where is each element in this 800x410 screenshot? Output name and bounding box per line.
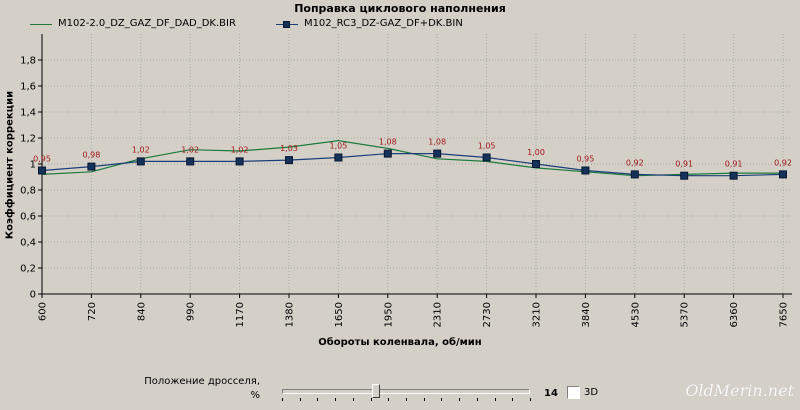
data-point-marker [680, 171, 689, 180]
y-tick-label: 0 [30, 290, 36, 301]
data-label: 1,02 [181, 145, 199, 154]
data-label: 0,91 [675, 160, 693, 169]
legend-swatch-series-1 [30, 20, 52, 28]
data-point-marker [235, 157, 244, 166]
y-tick-label: 0,4 [20, 238, 36, 249]
data-point-marker [433, 149, 442, 158]
throttle-slider-track[interactable] [282, 389, 530, 394]
data-label: 0,95 [576, 155, 594, 164]
slider-tick-mark [512, 398, 514, 401]
y-tick-label: 1 [30, 160, 36, 171]
data-label: 1,03 [280, 144, 298, 153]
slider-tick-mark [476, 398, 478, 401]
x-tick-label: 1650 [334, 302, 345, 327]
slider-tick-mark [317, 398, 319, 401]
data-label: 0,92 [626, 158, 644, 167]
slider-tick-mark [406, 398, 407, 401]
slider-tick-mark [335, 398, 337, 401]
data-label: 1,02 [132, 145, 150, 154]
data-label: 1,02 [231, 145, 249, 154]
data-point-marker [581, 166, 590, 175]
x-tick-label: 4530 [630, 302, 641, 327]
slider-tick-mark [441, 398, 443, 401]
x-tick-label: 840 [136, 302, 147, 321]
legend-label-series-2: M102_RC3_DZ-GAZ_DF+DK.BIN [303, 18, 463, 29]
throttle-label-unit: % [250, 390, 260, 401]
slider-tick-mark [530, 398, 531, 401]
x-tick-label: 720 [87, 302, 98, 321]
data-label: 1,08 [428, 138, 446, 147]
series-line-2 [41, 153, 784, 177]
slider-tick-mark [299, 398, 301, 401]
y-tick-label: 1,6 [20, 82, 36, 93]
slider-tick-mark [459, 398, 461, 401]
x-tick-label: 3210 [532, 302, 543, 327]
x-tick-label: 6360 [729, 302, 740, 327]
legend-swatch-series-2 [275, 20, 298, 28]
data-point-marker [630, 170, 639, 179]
x-axis-label: Обороты коленвала, об/мин [318, 337, 482, 348]
checkbox-3d-group[interactable]: 3D [567, 386, 598, 399]
data-label: 0,92 [774, 158, 792, 167]
x-tick-label: 3840 [581, 302, 592, 327]
data-point-marker [383, 149, 392, 158]
watermark-logo: OldMerin.net [685, 381, 794, 400]
x-tick-label: 1380 [285, 302, 296, 327]
x-tick-label: 2730 [482, 302, 493, 327]
data-point-marker [334, 153, 343, 162]
checkbox-3d-label[interactable]: 3D [584, 387, 599, 398]
legend-item-series-1: M102-2.0_DZ_GAZ_DF_DAD_DK.BIR [30, 18, 236, 29]
throttle-label-text: Положение дросселя, [144, 376, 260, 387]
data-point-marker [532, 160, 540, 168]
y-tick-label: 1,8 [20, 56, 36, 67]
data-point-marker [285, 156, 293, 165]
chart-legend: M102-2.0_DZ_GAZ_DF_DAD_DK.BIR M102_RC3_D… [30, 18, 503, 29]
y-axis-label: Коэффициент коррекции [4, 90, 16, 240]
slider-tick-mark [388, 398, 390, 401]
data-label: 1,05 [329, 142, 347, 151]
y-tick-label: 0,2 [20, 264, 36, 275]
data-label: 1,08 [379, 138, 397, 147]
data-label: 1,00 [527, 148, 545, 157]
data-point-marker [87, 162, 96, 171]
slider-tick-mark [282, 398, 283, 401]
data-point-marker [482, 153, 491, 162]
throttle-value: 14 [544, 388, 558, 399]
x-tick-label: 990 [186, 302, 197, 321]
data-label: 1,05 [478, 142, 496, 151]
y-tick-label: 0,8 [20, 186, 36, 197]
y-tick-label: 0,6 [20, 212, 36, 223]
data-point-marker [136, 157, 145, 166]
data-point-marker [38, 166, 46, 175]
chart-title: Поправка циклового наполнения [294, 2, 506, 15]
x-tick-label: 2310 [433, 302, 444, 327]
x-tick-label: 600 [38, 302, 49, 321]
slider-tick-mark [370, 398, 372, 401]
slider-tick-mark [423, 398, 425, 401]
legend-label-series-1: M102-2.0_DZ_GAZ_DF_DAD_DK.BIR [58, 18, 236, 29]
data-point-marker [186, 157, 195, 166]
data-label: 0,95 [33, 155, 51, 164]
slider-tick-mark [352, 398, 354, 401]
x-tick-label: 1170 [235, 302, 246, 327]
checkbox-3d[interactable] [567, 386, 580, 399]
throttle-slider-thumb[interactable] [371, 384, 380, 398]
y-tick-label: 1,4 [20, 108, 36, 119]
throttle-slider-ticks [282, 398, 531, 402]
x-tick-label: 5370 [680, 302, 691, 327]
legend-item-series-2: M102_RC3_DZ-GAZ_DF+DK.BIN [275, 18, 463, 29]
y-tick-label: 1,2 [20, 134, 36, 145]
data-label: 0,91 [725, 160, 743, 169]
x-tick-label: 7650 [779, 302, 790, 327]
throttle-label: Положение дросселя, % [120, 375, 260, 403]
throttle-slider[interactable] [280, 384, 532, 403]
data-label: 0,98 [82, 151, 100, 160]
data-point-marker [729, 171, 738, 180]
slider-tick-mark [494, 398, 496, 401]
data-point-marker [779, 170, 787, 179]
x-tick-label: 1950 [383, 302, 394, 327]
